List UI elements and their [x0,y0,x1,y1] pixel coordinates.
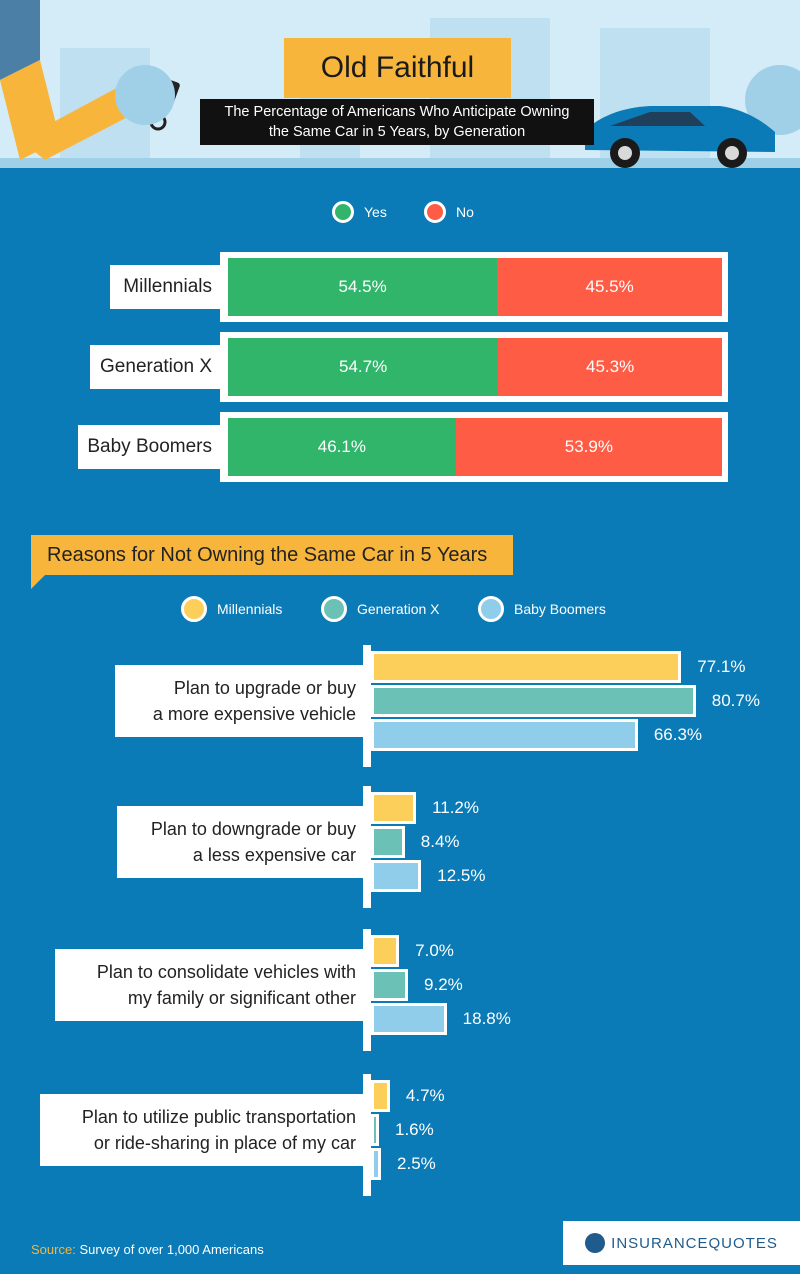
bar-generation-x [371,685,696,717]
bar-segment-yes: 54.5% [228,258,498,316]
bar-segment-yes: 46.1% [228,418,456,476]
logo-text: INSURANCEQUOTES [611,1234,778,1252]
legend-label: Yes [364,204,387,220]
data-label: 4.7% [405,1086,445,1105]
bar-generation-x [371,826,405,858]
bar-generation-x [371,1114,379,1146]
bar-group: 7.0% 9.2% 18.8% [363,929,800,1051]
hand-and-car-illustration [0,0,800,168]
legend-item-millennials: Millennials [181,596,282,622]
category-label-line: a more expensive vehicle [152,704,356,724]
subtitle-line: The Percentage of Americans Who Anticipa… [224,104,570,120]
category-label-line: Plan to upgrade or buy [173,678,356,698]
data-label: 1.6% [395,1120,434,1139]
category-label-line: Plan to utilize public transportation [81,1107,356,1127]
legend-swatch-generation-x [321,596,347,622]
data-label: 77.1% [697,657,746,676]
source-label: Source: [31,1242,76,1257]
bar-frame: 46.1% 53.9% [220,412,728,482]
bar-segment-no: 45.5% [497,258,722,316]
category-label-line: my family or significant other [127,988,356,1008]
category-label: Plan to consolidate vehicles with my fami… [55,949,368,1021]
bar-segment-no: 45.3% [498,338,722,396]
category-label-line: a less expensive car [192,845,356,865]
ground-strip [0,158,800,168]
bar-baby-boomers [371,860,422,892]
category-label-line: Plan to consolidate vehicles with [96,962,356,982]
group-spine [363,645,371,767]
legend-swatch-millennials [181,596,207,622]
category-label: Millennials [110,265,224,309]
legend-swatch-baby-boomers [478,596,504,622]
legend-item-yes: Yes [332,201,387,223]
data-label: 9.2% [424,975,463,994]
bar-group: 11.2% 8.4% 12.5% [363,786,800,908]
legend-label: Baby Boomers [514,601,606,617]
category-label: Plan to utilize public transportation or … [40,1094,368,1166]
bar-frame: 54.5% 45.5% [220,252,728,322]
data-label: 45.5% [585,277,634,296]
category-label: Plan to downgrade or buy a less expensive… [117,806,368,878]
legend-label: No [456,204,474,220]
data-label: 53.9% [564,437,613,456]
group-spine [363,929,371,1051]
data-label: 18.8% [462,1009,511,1028]
data-label: 46.1% [317,437,366,456]
bar-generation-x [371,969,409,1001]
category-label-line: or ride-sharing in place of my car [93,1133,356,1153]
data-label: 12.5% [437,866,486,885]
section-title: Reasons for Not Owning the Same Car in 5… [31,535,513,589]
bar-millennials [371,651,682,683]
bar-frame: 54.7% 45.3% [220,332,728,402]
source-text: Survey of over 1,000 Americans [79,1242,264,1257]
legend-item-baby-boomers: Baby Boomers [478,596,606,622]
category-label: Baby Boomers [78,425,224,469]
data-label: 80.7% [711,691,760,710]
legend-label: Millennials [217,601,283,617]
bar-baby-boomers [371,1003,447,1035]
data-label: 2.5% [397,1154,436,1173]
legend-label: Generation X [357,601,440,617]
group-spine [363,786,371,908]
bar-segment-yes: 54.7% [228,338,499,396]
data-label: 54.5% [338,277,387,296]
subtitle-line: the Same Car in 5 Years, by Generation [268,124,526,140]
source-note: Source: Survey of over 1,000 Americans [31,1242,264,1257]
page-subtitle: The Percentage of Americans Who Anticipa… [200,99,594,145]
bar-group: 77.1% 80.7% 66.3% [363,645,800,767]
legend-item-no: No [424,201,474,223]
data-label: 7.0% [415,941,454,960]
category-label: Generation X [90,345,224,389]
category-label: Plan to upgrade or buy a more expensive v… [115,665,368,737]
bar-baby-boomers [371,1148,382,1180]
bar-group: 4.7% 1.6% 2.5% [363,1074,800,1196]
legend-swatch-no [424,201,446,223]
bar-baby-boomers [371,719,638,751]
data-label: 8.4% [420,832,460,851]
bar-millennials [371,935,400,967]
page-title: Old Faithful [284,38,511,98]
data-label: 66.3% [653,725,703,744]
header-illustration: Old Faithful The Percentage of Americans… [0,0,800,168]
group-spine [363,1074,371,1196]
bar-segment-no: 53.9% [455,418,722,476]
bar-millennials [371,792,417,824]
data-label: 11.2% [432,798,480,817]
brand-logo[interactable]: INSURANCEQUOTES [563,1221,800,1265]
legend-item-generation-x: Generation X [321,596,440,622]
category-label-line: Plan to downgrade or buy [150,819,356,839]
data-label: 54.7% [339,357,388,376]
data-label: 45.3% [585,357,635,376]
legend-swatch-yes [332,201,354,223]
logo-icon [585,1233,606,1253]
bar-millennials [371,1080,390,1112]
